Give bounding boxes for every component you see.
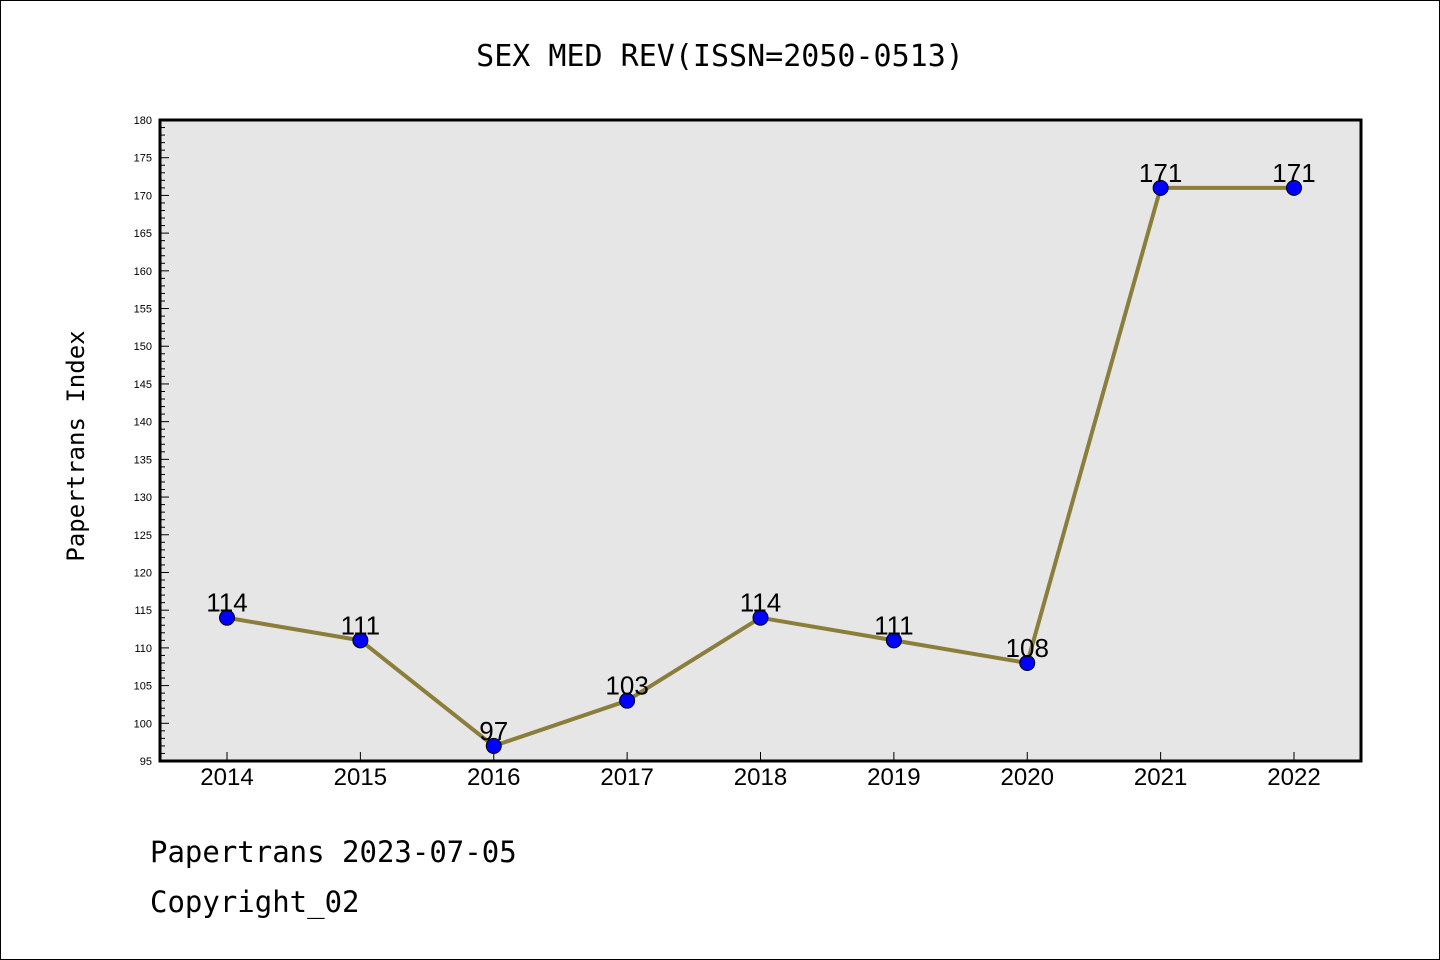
data-point: [1286, 179, 1302, 196]
y-tick-label: 130: [134, 492, 152, 504]
y-tick-label: 180: [134, 115, 152, 127]
y-tick-label: 160: [134, 266, 152, 278]
y-tick-label: 155: [134, 304, 152, 316]
data-point: [752, 609, 769, 626]
data-point: [885, 632, 902, 649]
x-tick-label: 2018: [734, 764, 787, 791]
data-label: 97: [479, 716, 508, 746]
data-label: 171: [1272, 158, 1315, 188]
y-tick-label: 100: [134, 718, 152, 730]
footer-copyright: Copyright_02: [150, 885, 360, 919]
x-tick-label: 2019: [867, 764, 920, 791]
data-series: 114 111 97 103 114 111 108 171 171: [206, 158, 1316, 754]
x-tick-label: 2021: [1134, 764, 1187, 791]
y-axis: 95 100 105 110 115 120 125 130 135 140 145 150 155 16…: [134, 115, 169, 768]
x-axis: 2014 2015 2016 2017 2018 2019 2020 2021 2022: [200, 752, 1321, 791]
y-tick-label: 135: [134, 454, 152, 466]
data-label: 171: [1139, 158, 1182, 188]
data-point: [619, 692, 636, 709]
y-tick-label: 105: [134, 681, 152, 693]
y-tick-label: 140: [134, 417, 152, 429]
data-label: 114: [740, 588, 781, 618]
data-point: [219, 609, 235, 626]
data-point: [352, 632, 369, 649]
y-tick-label: 120: [134, 567, 152, 579]
y-tick-label: 110: [134, 643, 152, 655]
x-tick-label: 2020: [1001, 764, 1054, 791]
data-point: [1019, 654, 1036, 671]
data-label: 108: [1006, 633, 1049, 663]
y-tick-label: 175: [134, 153, 152, 165]
y-tick-label: 95: [140, 756, 152, 768]
footer-date: Papertrans 2023-07-05: [150, 835, 517, 869]
y-axis-label: Papertrans Index: [62, 330, 90, 561]
plot-area: [158, 118, 1363, 763]
y-tick-label: 115: [134, 605, 152, 617]
data-point: [485, 737, 502, 754]
y-tick-label: 165: [134, 228, 152, 240]
y-tick-label: 125: [134, 530, 152, 542]
x-tick-label: 2015: [334, 764, 387, 791]
data-point: [1152, 179, 1169, 196]
y-tick-label: 170: [134, 190, 152, 202]
x-tick-label: 2022: [1267, 764, 1320, 791]
x-tick-label: 2017: [600, 764, 653, 791]
data-label: 114: [206, 588, 247, 618]
x-tick-label: 2016: [467, 764, 520, 791]
x-tick-label: 2014: [200, 764, 253, 791]
data-label: 103: [605, 671, 648, 701]
data-label: 111: [874, 610, 914, 640]
y-tick-label: 150: [134, 341, 152, 353]
data-label: 111: [341, 610, 381, 640]
y-tick-label: 145: [134, 379, 152, 391]
chart-title: SEX MED REV(ISSN=2050-0513): [476, 39, 964, 74]
